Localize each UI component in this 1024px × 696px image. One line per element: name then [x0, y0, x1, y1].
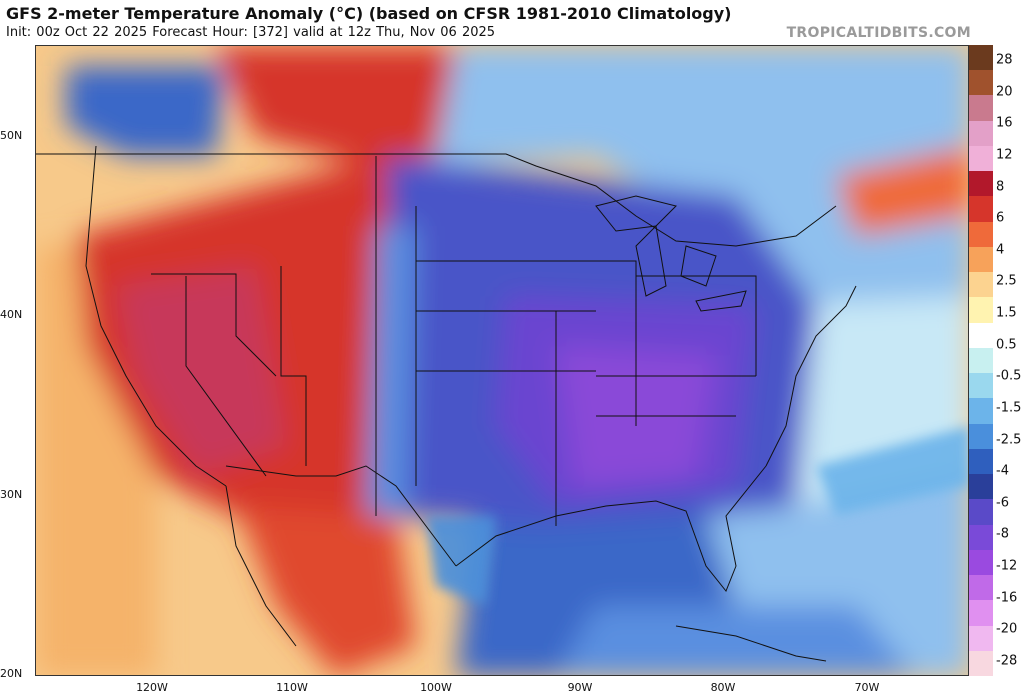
boundaries	[36, 145, 857, 662]
colorbar-label: -8	[996, 526, 1009, 542]
chart-subtitle: Init: 00z Oct 22 2025 Forecast Hour: [37…	[6, 25, 496, 40]
cuba-outline	[675, 625, 827, 662]
gulf-coast	[455, 465, 767, 592]
colorbar-segment	[969, 120, 993, 147]
az-nm-line	[280, 266, 307, 466]
midwest-line	[416, 260, 637, 426]
colorbar-segment	[969, 549, 993, 576]
plains-transition	[366, 226, 416, 516]
colorbar-label: -28	[996, 653, 1018, 669]
colorbar-segment	[969, 171, 993, 197]
colorbar-label: -0.5	[996, 368, 1022, 384]
lon-label-90w: 90W	[567, 681, 593, 694]
south-texas-band	[426, 516, 496, 606]
us-canada-border	[36, 153, 837, 247]
lat-label-20n: 20N	[0, 667, 23, 680]
temperature-anomaly-map[interactable]	[35, 45, 969, 676]
west-coast	[85, 145, 227, 487]
lat-label-30n: 30N	[0, 488, 23, 501]
colorbar	[969, 45, 993, 677]
gulf-stream-band	[816, 426, 968, 516]
colorbar-label: 20	[996, 84, 1013, 100]
colorbar-label: -4	[996, 463, 1009, 479]
colorbar-segment	[969, 221, 993, 248]
lake-huron	[680, 245, 717, 287]
colorbar-segment	[969, 246, 993, 273]
mexico-warm	[236, 506, 416, 675]
colorbar-label: -2.5	[996, 432, 1022, 448]
colorbar-segment	[969, 474, 993, 500]
chart-title: GFS 2-meter Temperature Anomaly (°C) (ba…	[6, 4, 732, 23]
colorbar-label: 0.5	[996, 337, 1017, 353]
lon-label-70w: 70W	[854, 681, 880, 694]
colorbar-label: -6	[996, 495, 1009, 511]
lon-label-120w: 120W	[136, 681, 168, 694]
colorbar-label: 12	[996, 147, 1013, 163]
canada-cold-anomaly	[396, 46, 968, 246]
oh-pa-line	[636, 275, 757, 376]
colorbar-label: 6	[996, 210, 1005, 226]
caribbean-anomaly	[557, 606, 915, 675]
colorbar-label: -1.5	[996, 400, 1022, 416]
great-basin-warm	[116, 266, 286, 476]
lake-superior	[595, 195, 677, 232]
colorbar-segment	[969, 499, 993, 526]
colorbar-label: 28	[996, 52, 1013, 68]
nw-canada-warm	[216, 46, 456, 166]
state-lines-west	[151, 273, 277, 377]
colorbar-segment	[969, 322, 993, 349]
colorbar-label: 8	[996, 179, 1005, 195]
brand-watermark[interactable]: TROPICALTIDBITS.COM	[786, 25, 971, 41]
colorbar-segment	[969, 373, 993, 399]
baja-outline	[225, 485, 297, 647]
lake-michigan	[635, 224, 667, 297]
colorbar-label: -20	[996, 621, 1018, 637]
colorbar-segment	[969, 650, 993, 677]
lon-label-100w: 100W	[420, 681, 452, 694]
lat-label-50n: 50N	[0, 129, 23, 142]
colorbar-segment	[969, 600, 993, 626]
colorbar-segment	[969, 423, 993, 450]
colorbar-label: 16	[996, 115, 1013, 131]
colorbar-segment	[969, 448, 993, 475]
colorbar-segment	[969, 398, 993, 425]
colorbar-segment	[969, 95, 993, 122]
colorbar-segment	[969, 70, 993, 96]
lon-label-110w: 110W	[276, 681, 308, 694]
nv-ca-line	[185, 276, 267, 477]
colorbar-segment	[969, 347, 993, 374]
us-mexico-border	[225, 465, 457, 567]
labrador-warm	[836, 146, 968, 236]
colorbar-segment	[969, 524, 993, 551]
bc-cold	[66, 66, 226, 156]
lat-label-40n: 40N	[0, 308, 23, 321]
colorbar-segment	[969, 297, 993, 324]
lake-erie	[695, 290, 747, 312]
colorbar-segment	[969, 196, 993, 223]
colorbar-label: 1.5	[996, 305, 1017, 321]
colorbar-segment	[969, 145, 993, 172]
colorbar-label: 2.5	[996, 273, 1017, 289]
colorbar-segment	[969, 272, 993, 298]
colorbar-label: -16	[996, 590, 1018, 606]
map-canvas	[36, 46, 968, 675]
colorbar-label: 4	[996, 242, 1005, 258]
colorbar-segment	[969, 575, 993, 601]
colorbar-segment	[969, 625, 993, 652]
colorbar-segment	[969, 45, 993, 71]
east-coast	[765, 285, 857, 467]
lon-label-80w: 80W	[710, 681, 736, 694]
colorbar-label: -12	[996, 558, 1018, 574]
